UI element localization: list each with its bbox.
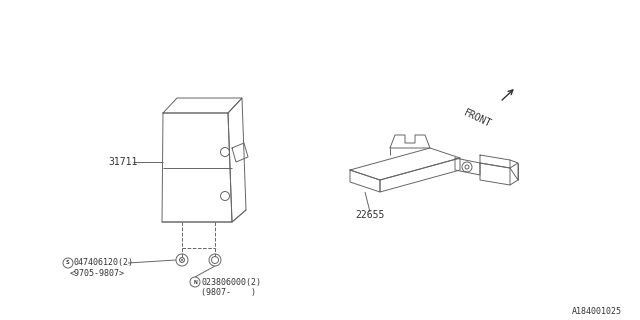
Text: 31711: 31711 bbox=[108, 157, 138, 167]
Text: S: S bbox=[66, 260, 70, 266]
Text: N: N bbox=[193, 279, 197, 284]
Text: (9807-    ): (9807- ) bbox=[201, 289, 256, 298]
Text: 023806000(2): 023806000(2) bbox=[201, 277, 261, 286]
Text: 047406120(2): 047406120(2) bbox=[74, 259, 134, 268]
Text: A184001025: A184001025 bbox=[572, 308, 622, 316]
Text: 22655: 22655 bbox=[355, 210, 385, 220]
Text: <9705-9807>: <9705-9807> bbox=[70, 269, 125, 278]
Text: FRONT: FRONT bbox=[462, 108, 493, 129]
